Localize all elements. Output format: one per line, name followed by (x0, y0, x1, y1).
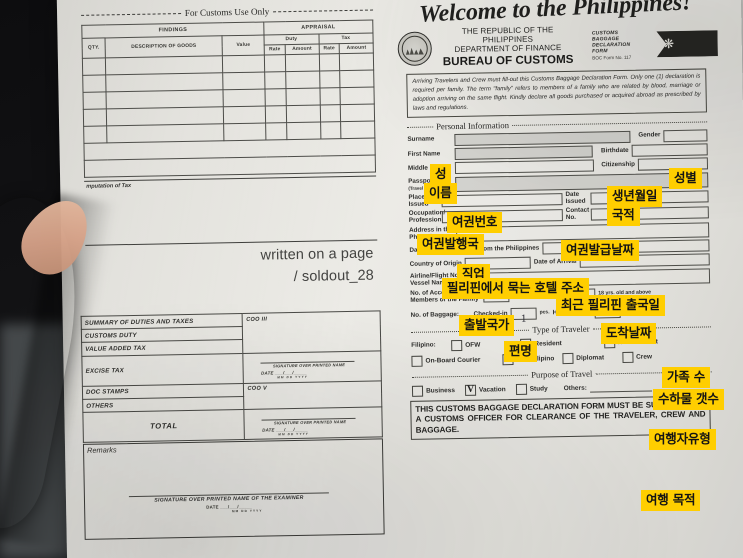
traveler-row-1: Filipino: OFW Resident Non-resident (411, 335, 711, 352)
column-qty: QTY. (82, 37, 106, 59)
checked-in-input[interactable]: 1 (510, 307, 537, 325)
philippine-flag-chevron-icon: ❋ (656, 30, 718, 57)
place-issued-input[interactable] (441, 193, 563, 208)
instructions-text: Arriving Travelers and Crew must fill-ou… (412, 73, 701, 112)
label-business: Business (425, 387, 456, 395)
birthdate-label: Birthdate (600, 146, 629, 154)
traveler-type-title: Type of Traveler (410, 321, 711, 336)
annotation-gender: 성별 (669, 168, 702, 189)
form-title-line-1: CUSTOMS BAGGAGE (591, 29, 620, 43)
surname-input[interactable] (454, 130, 631, 146)
watermark-line-2: / soldout_28 (293, 268, 375, 286)
label-vacation: Vacation (478, 386, 506, 394)
pcs-label-1: pcs. (539, 309, 550, 316)
filipino-label: Filipino: (411, 341, 436, 350)
customs-declaration-form-sheet: For Customs Use Only FINDINGS APPRAISAL … (56, 0, 743, 558)
purpose-title-text: Purpose of Travel (531, 368, 593, 380)
checkbox-on-board-courier[interactable] (411, 355, 423, 367)
checkbox-diplomat[interactable] (562, 353, 574, 365)
signature-caption: SIGNATURE OVER PRINTED NAME (273, 418, 347, 426)
annotation-travel-purpose: 여행 목적 (641, 490, 701, 511)
first-name-input[interactable] (454, 145, 593, 161)
birthdate-input[interactable] (631, 143, 708, 157)
contact-no-label: Contact No. (565, 207, 590, 222)
form-identification: CUSTOMS BAGGAGE DECLARATION FORM BOC For… (592, 29, 647, 61)
form-number: BOC Form No. 117 (592, 54, 632, 61)
date-format-hint: MM DD YYYY (278, 431, 309, 437)
annotation-place-issued: 여권발행국 (417, 234, 484, 255)
label-resident: Resident (534, 340, 562, 348)
annotation-date-arrival: 도착날짜 (601, 323, 657, 344)
coo3-cell[interactable]: COO III (242, 310, 381, 354)
examiner-signature-block[interactable]: SIGNATURE OVER PRINTED NAME OF THE EXAMI… (128, 492, 329, 515)
subcolumn-duty-amount: Amount (285, 44, 319, 55)
annotation-country-origin: 출발국가 (459, 315, 515, 336)
occupation-label: Occupation/ Profession (408, 209, 446, 225)
coo5-label: COO V (247, 385, 268, 393)
agency-names: THE REPUBLIC OF THE PHILIPPINES DEPARTME… (436, 25, 579, 69)
annotation-family-count: 가족 수 (662, 367, 711, 388)
label-ofw: OFW (465, 341, 481, 349)
checkbox-ofw[interactable] (451, 340, 463, 352)
personal-information-title-text: Personal Information (436, 120, 510, 132)
hand-holding-form (0, 188, 130, 558)
findings-appraisal-table: FINDINGS APPRAISAL QTY. DESCRIPTION OF G… (81, 19, 377, 178)
instructions-box: Arriving Travelers and Crew must fill-ou… (406, 68, 707, 119)
form-title-line-2: DECLARATION FORM (591, 41, 631, 55)
coo5-cell[interactable]: COO V (243, 380, 382, 410)
checkbox-business[interactable] (411, 385, 424, 397)
annotation-surname: 성 (430, 164, 452, 185)
coo3-label: COO III (246, 316, 268, 323)
coo3-signature-cell[interactable]: SIGNATURE OVER PRINTED NAME DATE ___/___… (243, 350, 382, 384)
column-value: Value (222, 35, 265, 56)
watermark: written on a page / soldout_28 (260, 243, 374, 290)
citizenship-label: Citizenship (601, 160, 635, 169)
coo5-signature-cell[interactable]: SIGNATURE OVER PRINTED NAME DATE ___/___… (244, 407, 383, 440)
middle-name-input[interactable] (454, 159, 595, 175)
traveler-type-title-text: Type of Traveler (532, 323, 590, 335)
subcolumn-tax-amount: Amount (339, 43, 374, 54)
date-issued-label: Date Issued (565, 191, 586, 206)
label-on-board-courier: On-Board Courier (425, 356, 481, 365)
customs-use-title-text: For Customs Use Only (184, 6, 270, 18)
annotation-traveler-type: 여행자유형 (649, 429, 716, 450)
gender-label: Gender (638, 131, 661, 139)
column-description: DESCRIPTION OF GOODS (105, 35, 223, 58)
agency-line-3: BUREAU OF CUSTOMS (442, 52, 574, 69)
sun-icon: ❋ (662, 35, 675, 52)
first-name-label: First Name (407, 149, 441, 158)
bureau-seal-icon (397, 31, 433, 66)
annotation-date-issued: 여권발급날짜 (561, 240, 639, 261)
surname-label: Surname (407, 135, 435, 144)
watermark-line-1: written on a page (260, 245, 374, 264)
checkbox-crew[interactable] (621, 351, 634, 364)
annotation-birthdate: 생년월일 (607, 186, 663, 207)
date-format-hint: MM DD YYYY (277, 374, 308, 380)
subcolumn-tax-rate: Rate (318, 43, 340, 55)
annotation-baggage-count: 수하물 갯수 (653, 389, 724, 410)
annotation-first-name: 이름 (424, 183, 457, 204)
annotation-passport-no: 여권번호 (447, 212, 503, 233)
signature-caption: SIGNATURE OVER PRINTED NAME (272, 362, 346, 369)
label-crew: Crew (636, 353, 653, 361)
personal-information-block: Personal Information Surname Gender Firs… (407, 117, 712, 397)
country-origin-label: Country of Origin (409, 259, 462, 268)
agency-brand-row: THE REPUBLIC OF THE PHILIPPINES DEPARTME… (397, 23, 718, 69)
annotation-citizenship: 국적 (607, 205, 640, 226)
label-others: Others: (563, 384, 587, 393)
annotation-address: 필리핀에서 묵는 호텔 주소 (442, 278, 589, 299)
label-diplomat: Diplomat (576, 354, 605, 362)
label-study: Study (529, 385, 548, 393)
checkbox-study[interactable] (515, 383, 527, 396)
others-input[interactable] (589, 382, 652, 393)
subcolumn-duty-rate: Rate (264, 44, 286, 56)
checked-in-value: 1 (520, 312, 527, 325)
customs-use-title: For Customs Use Only (81, 5, 374, 20)
checkbox-vacation[interactable] (464, 384, 477, 397)
annotation-flight-no: 편명 (504, 341, 537, 362)
gender-input[interactable] (663, 129, 708, 142)
annotation-last-departure: 최근 필리핀 출국일 (556, 295, 665, 316)
traveler-row-2: On-Board Courier Non-Filipino Diplomat C… (411, 350, 711, 367)
